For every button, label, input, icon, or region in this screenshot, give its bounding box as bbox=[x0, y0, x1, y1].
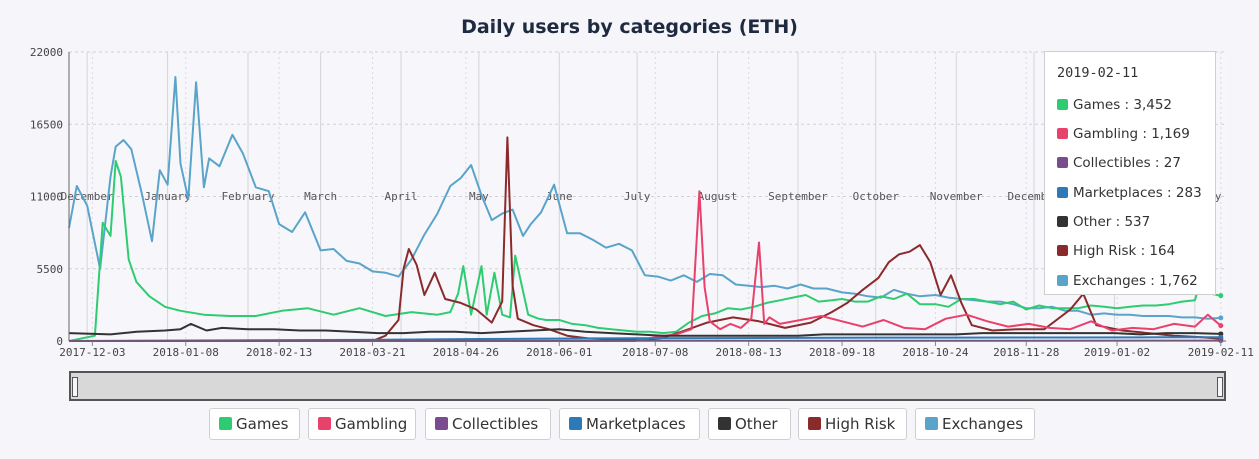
legend-swatch bbox=[435, 417, 448, 430]
month-label: April bbox=[384, 190, 417, 203]
legend-label: Other bbox=[735, 415, 778, 433]
tooltip-row-exchanges: Exchanges : 1,762 bbox=[1057, 271, 1198, 291]
month-label: June bbox=[546, 190, 573, 203]
tooltip-row-label: Gambling : 1,169 bbox=[1073, 126, 1190, 142]
tooltip: 2019-02-11 Games : 3,452 Gambling : 1,16… bbox=[1044, 51, 1216, 295]
series-line-marketplaces bbox=[68, 336, 1221, 342]
tooltip-row-label: Marketplaces : 283 bbox=[1073, 185, 1202, 201]
legend-swatch bbox=[219, 417, 232, 430]
month-label: March bbox=[304, 190, 337, 203]
tooltip-row-label: Collectibles : 27 bbox=[1073, 155, 1181, 171]
legend-label: Marketplaces bbox=[586, 415, 686, 433]
x-axis: 2017-12-03 2018-01-08 2018-02-13 2018-03-21… bbox=[59, 340, 1254, 359]
month-label: May bbox=[469, 190, 489, 203]
month-label: August bbox=[698, 190, 738, 203]
legend-item-high-risk[interactable]: High Risk bbox=[798, 408, 907, 440]
range-handle-right[interactable] bbox=[1217, 377, 1223, 397]
legend-item-games[interactable]: Games bbox=[209, 408, 300, 440]
y-tick-label: 22000 bbox=[30, 46, 63, 59]
x-tick-label: 2018-04-26 bbox=[433, 346, 499, 359]
x-tick-label: 2018-11-28 bbox=[993, 346, 1059, 359]
y-tick-label: 11000 bbox=[30, 191, 63, 204]
legend-label: Gambling bbox=[335, 415, 408, 433]
tooltip-row-marketplaces: Marketplaces : 283 bbox=[1057, 183, 1202, 203]
series-line-high-risk bbox=[69, 136, 1221, 342]
tooltip-date: 2019-02-11 bbox=[1057, 65, 1139, 81]
tooltip-swatch bbox=[1057, 245, 1068, 256]
series-end-point-games bbox=[1218, 293, 1224, 299]
tooltip-row-gambling: Gambling : 1,169 bbox=[1057, 124, 1190, 144]
y-tick-label: 5500 bbox=[37, 263, 64, 276]
series-line-other bbox=[68, 322, 1221, 337]
legend-item-exchanges[interactable]: Exchanges bbox=[915, 408, 1035, 440]
legend-label: Games bbox=[236, 415, 289, 433]
x-tick-label: 2018-01-08 bbox=[153, 346, 219, 359]
legend-swatch bbox=[925, 417, 938, 430]
x-tick-label: 2017-12-03 bbox=[59, 346, 125, 359]
tooltip-swatch bbox=[1057, 99, 1068, 110]
range-handle-left[interactable] bbox=[72, 377, 78, 397]
x-tick-label: 2018-10-24 bbox=[902, 346, 969, 359]
legend-label: High Risk bbox=[825, 415, 896, 433]
x-tick-label: 2018-03-21 bbox=[339, 346, 405, 359]
tooltip-swatch bbox=[1057, 157, 1068, 168]
tooltip-swatch bbox=[1057, 216, 1068, 227]
legend-item-gambling[interactable]: Gambling bbox=[308, 408, 416, 440]
tooltip-swatch bbox=[1057, 275, 1068, 286]
legend-swatch bbox=[808, 417, 821, 430]
tooltip-row-games: Games : 3,452 bbox=[1057, 95, 1172, 115]
month-label: October bbox=[853, 190, 900, 203]
legend-swatch bbox=[718, 417, 731, 430]
tooltip-swatch bbox=[1057, 187, 1068, 198]
chart-title: Daily users by categories (ETH) bbox=[461, 16, 798, 38]
tooltip-row-label: Games : 3,452 bbox=[1073, 97, 1173, 113]
tooltip-row-collectibles: Collectibles : 27 bbox=[1057, 153, 1181, 173]
legend-label: Collectibles bbox=[452, 415, 539, 433]
x-tick-label: 2018-02-13 bbox=[246, 346, 312, 359]
x-tick-label: 2018-09-18 bbox=[809, 346, 875, 359]
month-label: September bbox=[768, 190, 828, 203]
tooltip-row-label: Exchanges : 1,762 bbox=[1073, 273, 1198, 289]
month-label: November bbox=[930, 190, 983, 203]
series-line-exchanges bbox=[68, 76, 1221, 320]
tooltip-row-label: High Risk : 164 bbox=[1073, 243, 1176, 259]
legend-swatch bbox=[318, 417, 331, 430]
legend-item-other[interactable]: Other bbox=[708, 408, 791, 440]
y-axis: 0 5500 11000 16500 22000 bbox=[30, 46, 70, 348]
series-end-point-exchanges bbox=[1218, 315, 1224, 321]
legend-item-collectibles[interactable]: Collectibles bbox=[425, 408, 551, 440]
y-tick-label: 16500 bbox=[30, 118, 63, 131]
x-tick-label: 2018-07-08 bbox=[622, 346, 688, 359]
tooltip-swatch bbox=[1057, 128, 1068, 139]
month-label: January bbox=[144, 190, 191, 203]
x-tick-label: 2019-02-11 bbox=[1188, 346, 1254, 359]
tooltip-row-label: Other : 537 bbox=[1073, 214, 1151, 230]
range-scrollbar[interactable] bbox=[69, 371, 1226, 401]
month-label: July bbox=[624, 190, 651, 203]
series-line-games bbox=[68, 160, 1221, 342]
legend-swatch bbox=[569, 417, 582, 430]
month-label: February bbox=[222, 190, 275, 203]
legend-label: Exchanges bbox=[942, 415, 1024, 433]
x-tick-label: 2019-01-02 bbox=[1084, 346, 1150, 359]
series-end-point-gambling bbox=[1218, 323, 1224, 329]
legend-item-marketplaces[interactable]: Marketplaces bbox=[559, 408, 700, 440]
tooltip-row-high-risk: High Risk : 164 bbox=[1057, 241, 1175, 261]
x-tick-label: 2018-06-01 bbox=[526, 346, 592, 359]
x-tick-label: 2018-08-13 bbox=[716, 346, 782, 359]
series-line-gambling bbox=[69, 190, 1222, 342]
y-tick-label: 0 bbox=[56, 335, 63, 348]
tooltip-row-other: Other : 537 bbox=[1057, 212, 1150, 232]
